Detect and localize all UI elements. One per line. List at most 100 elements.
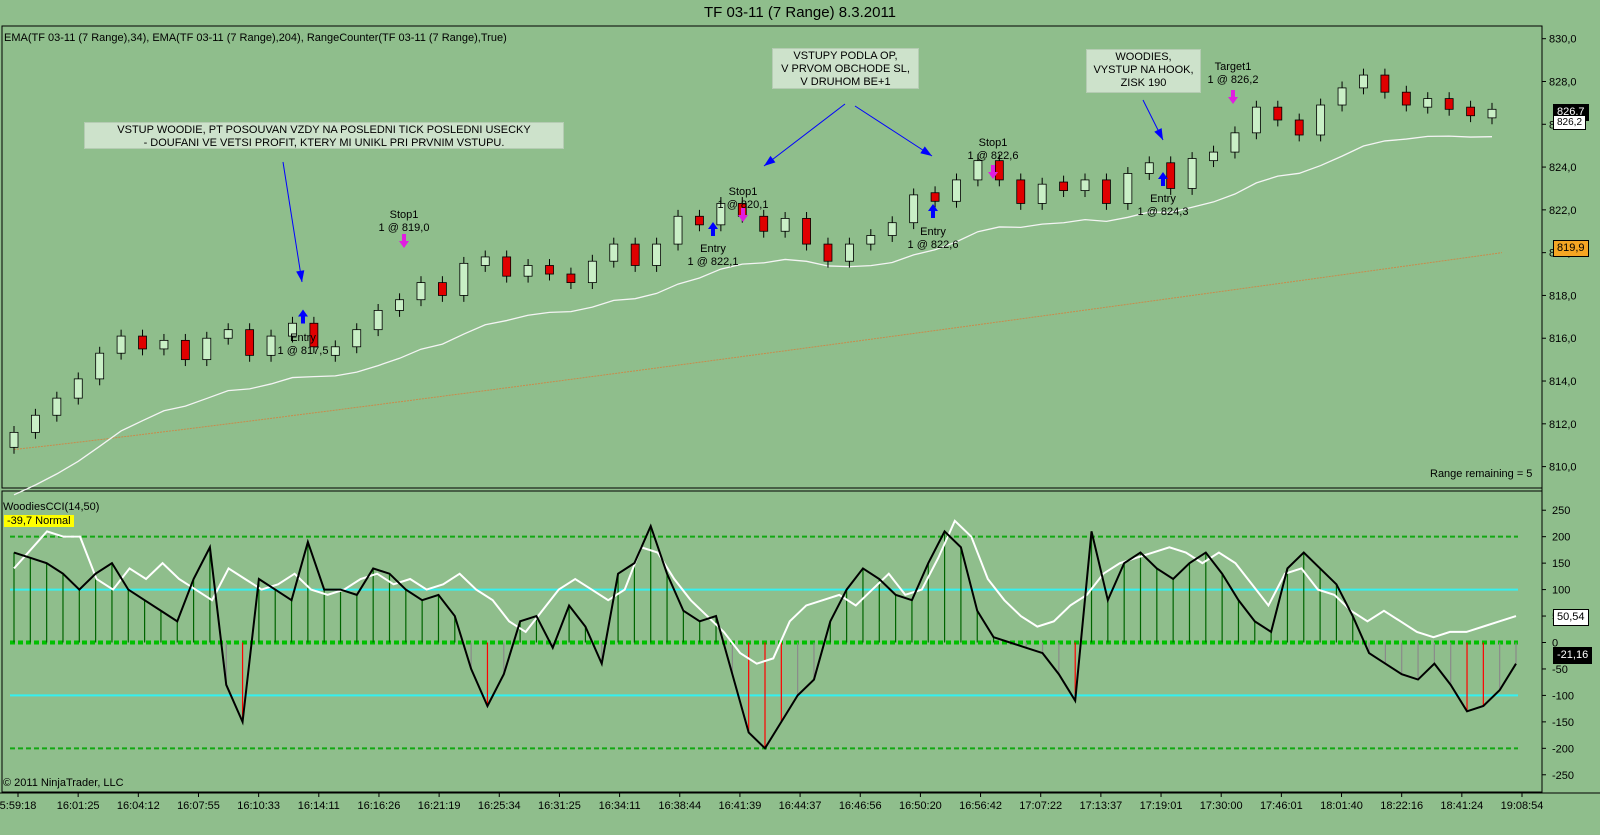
candle — [1401, 91, 1411, 106]
time-tick-label: 16:44:37 — [779, 800, 822, 812]
time-tick-label: 16:38:44 — [658, 800, 701, 812]
note-arrow-head — [920, 146, 932, 156]
candle — [416, 282, 426, 301]
entry-label-4: Entry 1 @ 824,3 — [1137, 193, 1189, 218]
candle — [1037, 183, 1047, 204]
price-tag-ema34: 826,2 — [1553, 115, 1587, 130]
cci-tick-label: 150 — [1552, 558, 1570, 570]
cci-tick-label: 200 — [1552, 532, 1570, 544]
cci-status-tag: -39,7 Normal — [4, 515, 74, 527]
cci-tick-label: 250 — [1552, 505, 1570, 517]
candle — [994, 160, 1004, 181]
candle — [180, 339, 190, 361]
chart-title: TF 03-11 (7 Range) 8.3.2011 — [703, 4, 897, 21]
candle — [1273, 106, 1283, 121]
note-hook: WOODIES, VYSTUP NA HOOK, ZISK 190 — [1086, 49, 1201, 93]
cci14-line — [13, 523, 1517, 750]
cci-label: WoodiesCCI(14,50) — [3, 501, 100, 513]
range-remaining: Range remaining = 5 — [1430, 468, 1533, 480]
candle — [1466, 106, 1475, 117]
time-tick-label: 18:22:16 — [1380, 800, 1423, 812]
candle — [630, 243, 640, 266]
note-arrow — [282, 161, 303, 283]
price-tick-label: 830,0 — [1549, 34, 1577, 46]
candle — [1251, 106, 1261, 134]
ema34-line — [13, 135, 1493, 496]
candle — [1337, 87, 1347, 106]
candle — [866, 235, 876, 245]
candle — [545, 265, 554, 275]
price-panel-frame — [1, 25, 1543, 489]
stop-label-1: Stop1 1 @ 819,0 — [378, 209, 430, 234]
candle — [1423, 98, 1433, 108]
candle — [1209, 151, 1218, 162]
time-tick-label: 16:01:25 — [57, 800, 100, 812]
time-tick-label: 19:08:54 — [1501, 800, 1544, 812]
cci50-line — [13, 519, 1517, 665]
candle — [1359, 74, 1368, 89]
candle — [352, 329, 362, 348]
candle — [1166, 162, 1176, 189]
time-tick-label: 16:31:25 — [538, 800, 581, 812]
time-tick-label: 17:30:00 — [1200, 800, 1243, 812]
candle — [330, 346, 340, 356]
entry-arrow — [928, 204, 938, 218]
time-tick-label: 17:46:01 — [1260, 800, 1303, 812]
candle — [202, 337, 212, 361]
note-op: VSTUPY PODLA OP, V PRVOM OBCHODE SL, V D… — [772, 48, 919, 89]
copyright: © 2011 NinjaTrader, LLC — [3, 777, 124, 789]
note-arrow-head — [296, 270, 305, 282]
time-tick-label: 16:07:55 — [177, 800, 220, 812]
candle — [1144, 162, 1154, 174]
note-hook-text: WOODIES, VYSTUP NA HOOK, ZISK 190 — [1093, 51, 1194, 89]
time-tick-label: 16:04:12 — [117, 800, 160, 812]
candle — [887, 222, 897, 236]
candle — [1016, 179, 1026, 204]
candle — [1380, 74, 1390, 93]
time-tick-label: 17:13:37 — [1079, 800, 1122, 812]
note-arrow-head — [1154, 128, 1163, 140]
candle — [673, 215, 683, 245]
stop-label-2: Stop1 1 @ 820,1 — [717, 186, 769, 211]
candle — [395, 299, 404, 311]
candle — [480, 256, 490, 266]
candle — [138, 335, 147, 350]
candle — [1080, 179, 1090, 192]
ema204-line — [13, 252, 1503, 450]
time-tick-label: 16:16:26 — [358, 800, 401, 812]
stop-arrow — [738, 208, 748, 222]
cci-tick-label: -250 — [1552, 770, 1574, 782]
target-label-4: Target1 1 @ 826,2 — [1207, 61, 1259, 86]
time-tick-label: 5:59:18 — [0, 800, 36, 812]
time-tick-label: 16:21:19 — [418, 800, 461, 812]
candle — [566, 273, 576, 284]
candle — [802, 218, 811, 245]
entry-arrow — [298, 309, 308, 324]
entry-label-1: Entry 1 @ 817,5 — [277, 332, 329, 357]
note-arrow — [854, 105, 933, 157]
candle — [116, 335, 126, 354]
candle — [1102, 179, 1111, 204]
candle — [31, 414, 40, 433]
time-tick-label: 18:41:24 — [1440, 800, 1483, 812]
time-tick-label: 16:25:34 — [478, 800, 521, 812]
candle — [502, 256, 512, 277]
price-tick-label: 812,0 — [1549, 419, 1577, 431]
candle — [1487, 108, 1497, 119]
candle — [780, 218, 790, 232]
candle — [1294, 119, 1304, 136]
candle — [9, 431, 19, 448]
candle — [266, 335, 276, 356]
candle — [930, 192, 940, 202]
candle — [223, 329, 233, 339]
candle — [1230, 132, 1240, 153]
price-tick-label: 814,0 — [1549, 376, 1577, 388]
time-tick-label: 16:14:11 — [298, 800, 340, 812]
note-op-text: VSTUPY PODLA OP, V PRVOM OBCHODE SL, V D… — [781, 50, 910, 88]
note-arrow — [763, 103, 846, 167]
time-tick-label: 16:10:33 — [237, 800, 280, 812]
candle — [909, 194, 919, 224]
note-arrow-head — [764, 155, 776, 166]
candle — [1444, 98, 1454, 110]
